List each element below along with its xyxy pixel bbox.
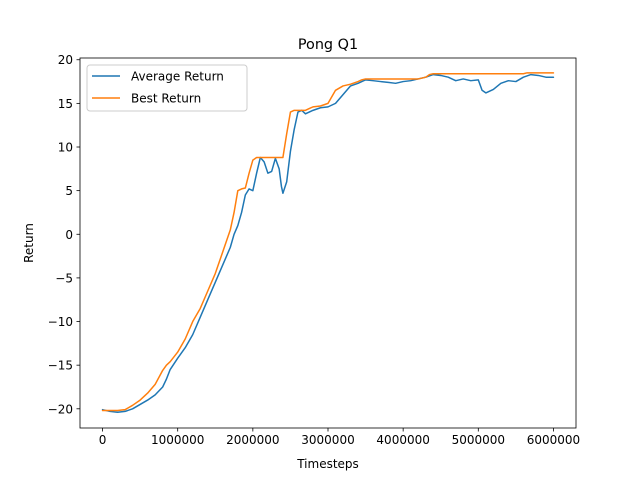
x-axis-label: Timesteps <box>296 457 359 471</box>
x-tick-label: 5000000 <box>452 433 505 447</box>
x-tick-label: 2000000 <box>226 433 279 447</box>
plot-background <box>80 58 576 428</box>
y-tick-label: 0 <box>65 228 73 242</box>
legend: Average Return Best Return <box>86 64 248 112</box>
x-tick-label: 3000000 <box>301 433 354 447</box>
series-line-0 <box>101 73 555 414</box>
y-tick-label: 5 <box>65 184 73 198</box>
x-tick-label: 4000000 <box>376 433 429 447</box>
legend-box <box>86 64 248 112</box>
series-lines <box>101 72 555 414</box>
y-axis-label: Return <box>22 223 36 263</box>
x-axis: 0 1000000 2000000 3000000 4000000 5000000 6000… <box>99 428 580 447</box>
y-tick-label: −10 <box>48 315 73 329</box>
x-tick-label: 0 <box>99 433 107 447</box>
series-line-1 <box>101 72 555 412</box>
y-tick-label: −5 <box>55 271 73 285</box>
y-tick-label: 20 <box>58 53 73 67</box>
y-tick-label: 10 <box>58 141 73 155</box>
y-tick-label: −15 <box>48 359 73 373</box>
chart-title: Pong Q1 <box>298 37 358 53</box>
legend-label-1: Best Return <box>131 92 201 106</box>
legend-label-0: Average Return <box>131 70 224 84</box>
x-tick-label: 6000000 <box>527 433 580 447</box>
x-tick-label: 1000000 <box>151 433 204 447</box>
plot-area <box>79 57 577 429</box>
y-axis: −20 −15 −10 −5 0 5 10 15 20 <box>48 53 80 416</box>
y-tick-label: −20 <box>48 402 73 416</box>
y-tick-label: 15 <box>58 97 73 111</box>
